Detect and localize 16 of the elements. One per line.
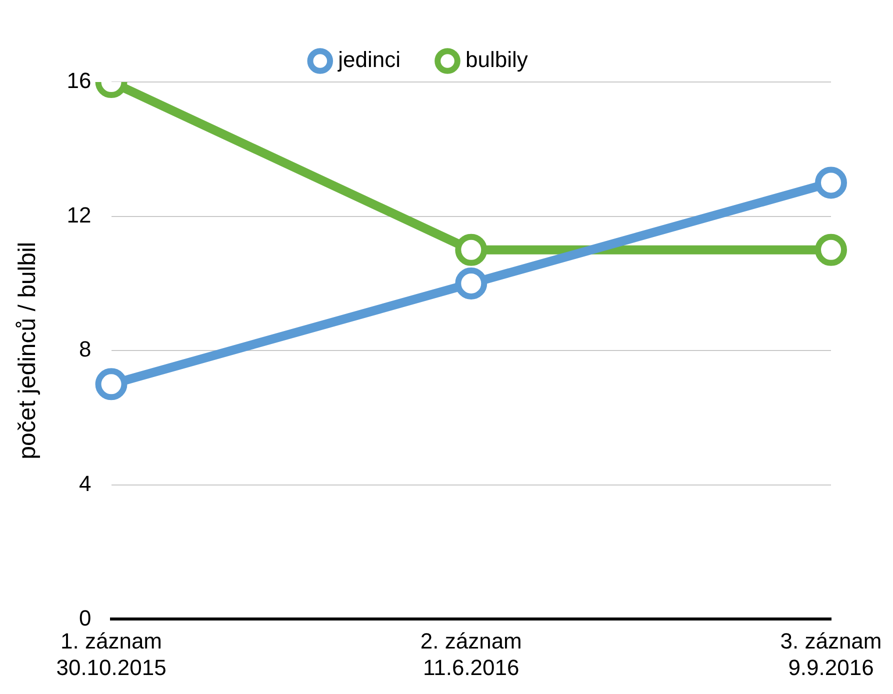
point (815, 234, 847, 266)
y-tick-label: 8 (79, 336, 92, 362)
y-tick-label: 0 (79, 605, 92, 630)
x-tick-label: 2. záznam 11.6.2016 (420, 628, 522, 680)
point (815, 166, 847, 199)
x-tick-label: 1. záznam 30.10.2015 (56, 628, 166, 680)
legend-label: bulbily (466, 47, 528, 72)
y-axis-title: počet jedinců / bulbil (14, 242, 42, 460)
y-tick-label: 16 (66, 68, 92, 94)
legend-label: jedinci (337, 47, 401, 72)
x-tick-label: 3. záznam 9.9.2016 (780, 628, 882, 680)
point (455, 267, 488, 300)
y-tick-label: 12 (66, 202, 92, 228)
point (455, 234, 488, 266)
y-tick-label: 4 (79, 470, 92, 496)
point (95, 368, 128, 400)
